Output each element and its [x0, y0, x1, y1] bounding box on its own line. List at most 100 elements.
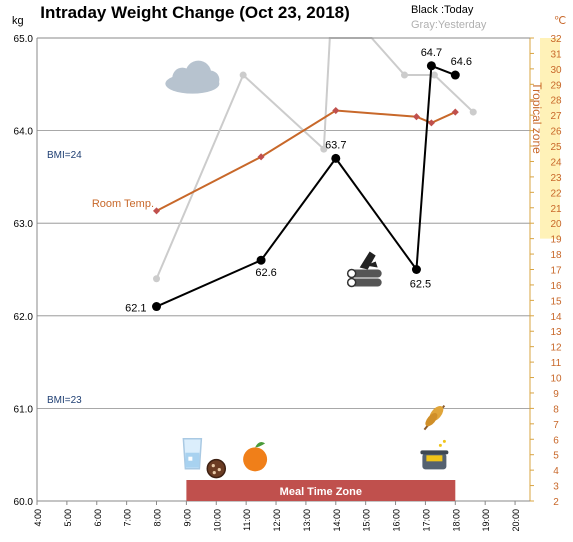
y2-tick-label: 13 — [550, 327, 562, 338]
room-temp-point — [152, 207, 161, 215]
yesterday-point — [469, 108, 477, 116]
series-today: 62.1 62.6 63.7 62.5 64.7 64.6 — [125, 47, 472, 315]
bmi-24-label: BMI=24 — [47, 150, 82, 161]
y2-tick-label: 25 — [550, 142, 562, 153]
y-tick-label: 60.0 — [14, 497, 34, 508]
water-glass-icon — [182, 437, 203, 470]
y2-tick-label: 11 — [551, 358, 562, 369]
y2-tick-label: 15 — [550, 296, 562, 307]
x-tick-label: 10:00 — [212, 509, 222, 532]
cooking-pot-icon — [420, 439, 449, 470]
y-tick-label: 65.0 — [14, 34, 34, 45]
legend-today: Black :Today — [411, 4, 474, 16]
y2-tick-label: 18 — [550, 250, 562, 261]
y-axis-unit-right: ℃ — [554, 15, 566, 27]
y2-tick-label: 5 — [553, 451, 559, 462]
y2-tick-label: 12 — [550, 343, 562, 354]
wheat-icon — [423, 405, 446, 431]
today-point — [152, 302, 162, 312]
y2-tick-label: 2 — [553, 497, 559, 508]
yesterday-point — [153, 275, 161, 283]
today-data-label: 62.1 — [125, 303, 146, 315]
y2-tick-label: 14 — [550, 312, 562, 323]
y2-tick-label: 17 — [550, 266, 562, 277]
x-tick-label: 4:00 — [33, 509, 43, 527]
x-tick-label: 17:00 — [421, 509, 431, 532]
chart-title: Intraday Weight Change (Oct 23, 2018) — [40, 3, 350, 22]
x-tick-label: 7:00 — [123, 509, 133, 527]
x-tick-label: 11:00 — [242, 509, 252, 531]
today-point — [450, 70, 460, 80]
grid — [37, 130, 530, 409]
y-tick-label: 64.0 — [14, 127, 34, 138]
y-tick-label: 62.0 — [14, 312, 34, 323]
x-tick-label: 12:00 — [272, 509, 282, 532]
y2-tick-label: 8 — [553, 404, 559, 415]
yesterday-point — [430, 71, 438, 79]
y2-tick-label: 7 — [553, 420, 559, 431]
x-tick-label: 8:00 — [153, 509, 163, 527]
y2-tick-label: 22 — [550, 188, 562, 199]
cookies-icon — [206, 458, 227, 479]
y2-tick-label: 32 — [550, 34, 562, 45]
meal-time-zone-bar — [186, 480, 456, 501]
tropical-zone-band — [540, 38, 560, 239]
x-tick-label: 6:00 — [93, 509, 103, 527]
y2-tick-label: 24 — [550, 157, 562, 168]
y2-tick-label: 19 — [550, 235, 562, 246]
y2-tick-label: 31 — [550, 49, 562, 60]
y2-tick-label: 23 — [550, 173, 562, 184]
room-temp-label: Room Temp. — [92, 198, 154, 210]
tropical-zone-label: Tropical zone — [530, 82, 544, 154]
y2-tick-label: 26 — [550, 127, 562, 138]
today-point — [426, 61, 436, 71]
x-tick-label: 5:00 — [63, 509, 73, 527]
today-data-label: 64.6 — [451, 56, 472, 68]
x-tick-label: 9:00 — [182, 509, 192, 527]
y-tick-label: 61.0 — [14, 404, 34, 415]
y2-tick-label: 29 — [550, 80, 562, 91]
y2-tick-label: 28 — [550, 96, 562, 107]
yesterday-point — [320, 145, 328, 153]
today-data-label: 63.7 — [325, 139, 346, 151]
icons — [165, 60, 449, 479]
today-point — [411, 265, 421, 274]
x-tick-label: 20:00 — [511, 509, 521, 532]
x-tick-label: 14:00 — [332, 509, 342, 532]
x-tick-label: 16:00 — [392, 509, 402, 532]
room-temp-point — [451, 108, 459, 116]
y2-tick-label: 9 — [553, 389, 559, 400]
y2-tick-label: 21 — [550, 204, 562, 215]
room-temp-point — [332, 107, 340, 115]
room-temp-point — [257, 153, 265, 161]
today-point — [331, 153, 341, 163]
bmi-23-label: BMI=23 — [47, 395, 82, 406]
axes: 60.0 61.0 62.0 63.0 64.0 65.0 4:00 5:00 6:00 7:00… — [14, 34, 562, 532]
today-data-label: 62.6 — [255, 267, 276, 279]
yesterday-point — [239, 71, 247, 79]
room-temp-point — [412, 113, 420, 121]
today-point — [256, 255, 266, 265]
x-tick-label: 13:00 — [302, 509, 312, 532]
y2-tick-label: 10 — [550, 374, 562, 385]
meal-time-zone-label: Meal Time Zone — [280, 486, 362, 498]
room-temp-point — [427, 119, 435, 127]
cloud-icon — [165, 60, 220, 94]
y-axis-unit-left: kg — [12, 15, 24, 27]
x-tick-label: 18:00 — [451, 509, 461, 532]
y2-tick-label: 3 — [553, 482, 559, 493]
x-tick-label: 19:00 — [481, 509, 491, 532]
y2-tick-label: 6 — [553, 435, 559, 446]
y2-tick-label: 27 — [550, 111, 562, 122]
x-tick-label: 15:00 — [362, 509, 372, 532]
orange-icon — [243, 441, 268, 472]
legend-yesterday: Gray:Yesterday — [411, 19, 487, 31]
room-temp-line — [156, 109, 456, 212]
today-line — [156, 64, 456, 308]
firewood-icon — [346, 251, 382, 288]
y2-tick-label: 4 — [553, 466, 559, 477]
y-tick-label: 63.0 — [14, 219, 34, 230]
y2-tick-label: 30 — [550, 65, 562, 76]
